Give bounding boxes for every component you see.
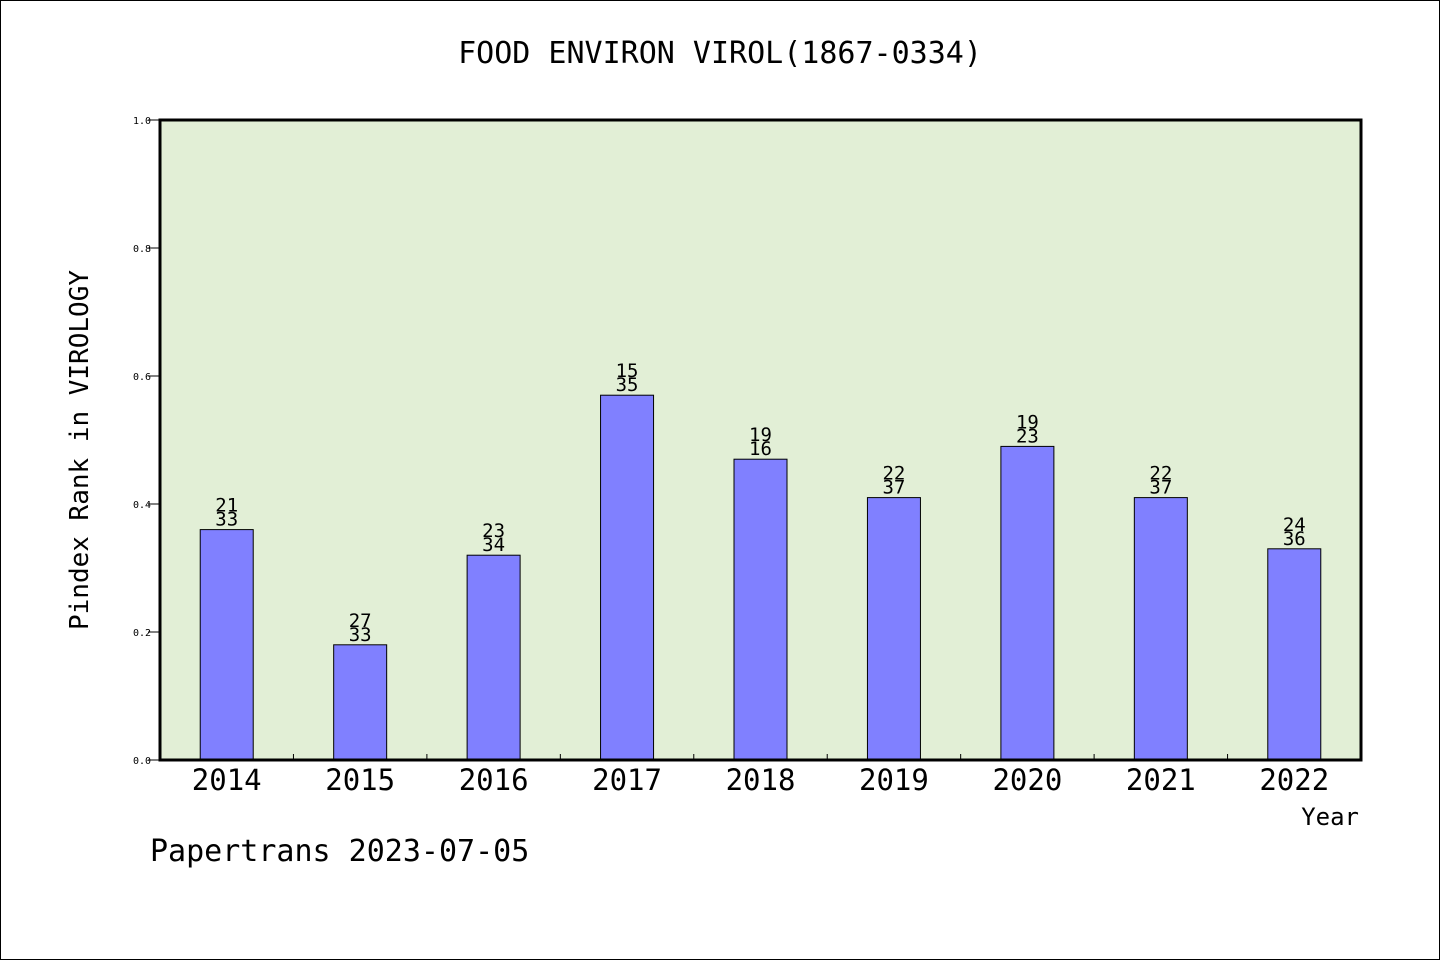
- data-label-bottom: 34: [482, 534, 505, 556]
- data-label-top: 15: [616, 360, 639, 382]
- x-tick-label: 2016: [459, 763, 529, 797]
- data-label-top: 19: [749, 424, 772, 446]
- data-label-bottom: 16: [749, 438, 772, 460]
- x-tick-label: 2020: [992, 763, 1062, 797]
- bar: [600, 394, 655, 761]
- data-label-bottom: 33: [215, 509, 238, 531]
- y-tick-label: 0.4: [133, 500, 151, 511]
- y-tick-label: 0.2: [133, 628, 151, 639]
- x-axis-label: Year: [1301, 803, 1359, 831]
- bar: [466, 554, 521, 761]
- y-tick-label: 0.6: [133, 372, 151, 383]
- bar: [733, 458, 788, 761]
- y-tick-label: 0.0: [133, 756, 151, 767]
- bar: [866, 497, 921, 761]
- data-label-top: 22: [882, 463, 905, 485]
- data-label-top: 24: [1283, 514, 1306, 536]
- data-label-bottom: 23: [1016, 425, 1039, 447]
- x-tick-label: 2017: [592, 763, 662, 797]
- data-label-top: 21: [215, 495, 238, 517]
- data-label-bottom: 36: [1283, 528, 1306, 550]
- data-label-bottom: 33: [349, 624, 372, 646]
- bar: [1000, 445, 1055, 761]
- bar: [199, 529, 254, 761]
- x-tick-label: 2021: [1126, 763, 1196, 797]
- data-label-top: 19: [1016, 411, 1039, 433]
- data-label-top: 27: [349, 610, 372, 632]
- y-axis-label: Pindex Rank in VIROLOGY: [65, 270, 95, 630]
- x-tick-label: 2014: [192, 763, 262, 797]
- data-label-bottom: 35: [616, 374, 639, 396]
- bar: [1133, 497, 1188, 761]
- x-tick-label: 2015: [325, 763, 395, 797]
- x-tick-label: 2022: [1259, 763, 1329, 797]
- data-label-top: 23: [482, 520, 505, 542]
- data-label-top: 22: [1149, 463, 1172, 485]
- plot-border: [158, 118, 1363, 762]
- x-tick-label: 2018: [726, 763, 796, 797]
- y-tick-label: 1.0: [133, 116, 151, 127]
- data-label-bottom: 37: [882, 477, 905, 499]
- x-tick-label: 2019: [859, 763, 929, 797]
- footer-credit: Papertrans 2023-07-05: [150, 834, 530, 869]
- data-label-bottom: 37: [1149, 477, 1172, 499]
- bar: [333, 644, 388, 761]
- y-tick-label: 0.8: [133, 244, 151, 255]
- bar: [1267, 548, 1322, 761]
- chart-title: FOOD ENVIRON VIROL(1867-0334): [458, 36, 982, 71]
